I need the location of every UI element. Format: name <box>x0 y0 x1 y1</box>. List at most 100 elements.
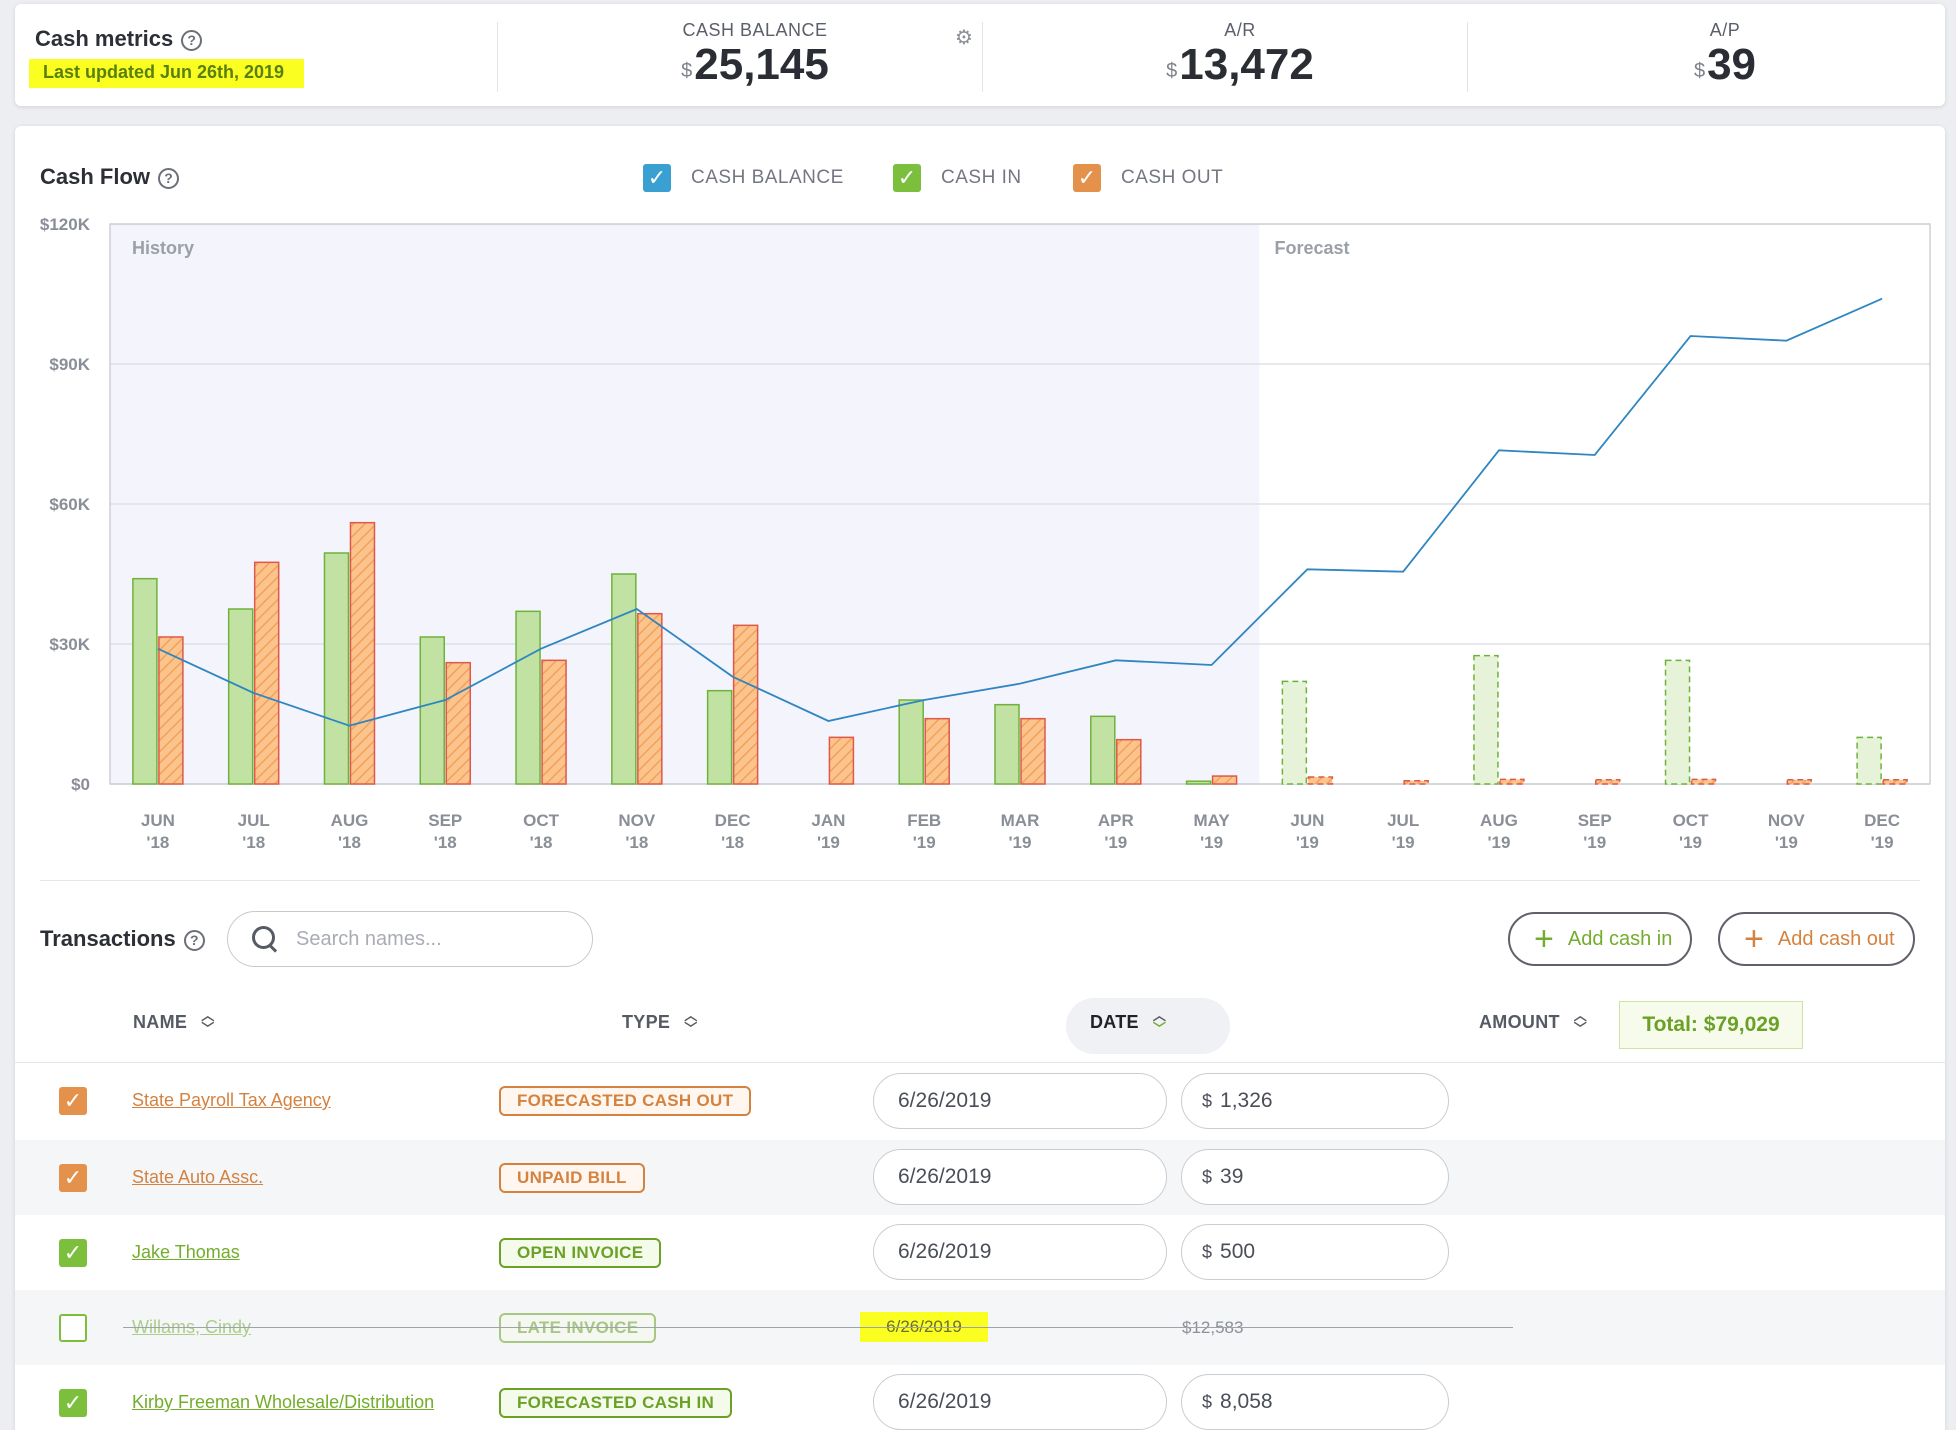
plus-icon: + <box>1744 920 1764 958</box>
metrics-title: Cash metrics <box>35 26 174 51</box>
plus-icon: + <box>1534 920 1554 958</box>
metric-value: $13,472 <box>1020 41 1460 89</box>
metric-label: A/P <box>1709 20 1741 40</box>
transactions-title: Transactions <box>40 926 176 951</box>
date-field[interactable]: 6/26/2019 <box>873 1374 1167 1430</box>
x-tick-month: JUL <box>238 811 270 830</box>
x-tick-year: '19 <box>1392 833 1415 852</box>
row-checkbox-checked-icon[interactable]: ✓ <box>59 1239 87 1267</box>
row-checkbox-unchecked-icon[interactable] <box>59 1314 87 1342</box>
type-badge: LATE INVOICE <box>499 1313 657 1343</box>
cash-out-bar <box>1307 776 1334 785</box>
cash-out-bar <box>1020 717 1046 785</box>
search-box[interactable] <box>227 911 593 967</box>
x-tick-year: '19 <box>913 833 936 852</box>
y-tick-label: $60K <box>49 495 90 514</box>
x-tick-year: '19 <box>1487 833 1510 852</box>
cash-in-bar <box>227 608 254 785</box>
row-checkbox-checked-icon[interactable]: ✓ <box>59 1087 87 1115</box>
legend-cash-out[interactable]: ✓ CASH OUT <box>1073 164 1223 192</box>
x-tick-year: '18 <box>146 833 169 852</box>
cash-flow-chart: $0 $30K $60K $90K $120K History Forecast JUN '18… <box>40 215 1931 852</box>
row-checkbox-checked-icon[interactable]: ✓ <box>59 1389 87 1417</box>
sort-icon[interactable]: ︿ ﹀ <box>201 1008 215 1036</box>
amount-field[interactable]: $8,058 <box>1181 1374 1449 1430</box>
cash-balance-line <box>157 297 1883 727</box>
total-badge: Total: $79,029 <box>1619 1001 1803 1049</box>
section-divider <box>40 880 1920 881</box>
table-header-divider <box>15 1062 1945 1063</box>
strikethrough-line <box>123 1327 1513 1328</box>
legend-cash-in[interactable]: ✓ CASH IN <box>893 164 1022 192</box>
amount-field[interactable]: $1,326 <box>1181 1073 1449 1129</box>
x-tick-month: DEC <box>1864 811 1900 830</box>
metric-ar: A/R $13,472 <box>1020 20 1460 89</box>
currency-symbol: $ <box>1693 60 1706 82</box>
cash-out-bar <box>158 636 184 785</box>
amount-field[interactable]: $500 <box>1181 1224 1449 1280</box>
x-tick-month: APR <box>1098 811 1134 830</box>
checkbox-checked-icon[interactable]: ✓ <box>1073 164 1101 192</box>
currency-symbol: $ <box>1166 60 1178 82</box>
x-tick-month: AUG <box>331 811 369 830</box>
row-checkbox-checked-icon[interactable]: ✓ <box>59 1164 87 1192</box>
table-row[interactable]: ✓ State Payroll Tax Agency FORECASTED CA… <box>15 1070 1945 1131</box>
legend-label: CASH BALANCE <box>691 167 844 188</box>
transaction-name-link[interactable]: Jake Thomas <box>132 1242 240 1262</box>
cash-in-bar <box>1281 680 1308 785</box>
date-field[interactable]: 6/26/2019 <box>873 1149 1167 1205</box>
checkbox-checked-icon[interactable]: ✓ <box>893 164 921 192</box>
legend-cash-balance[interactable]: ✓ CASH BALANCE <box>643 164 844 192</box>
column-header-date[interactable]: DATE ︿ ﹀ <box>1090 1009 1166 1035</box>
help-icon[interactable]: ? <box>183 929 205 951</box>
cash-in-bar <box>1856 736 1882 785</box>
help-icon[interactable]: ? <box>181 29 203 51</box>
column-header-type[interactable]: TYPE ︿ ﹀ <box>622 1009 698 1035</box>
metric-label: CASH BALANCE <box>682 20 828 40</box>
sort-icon[interactable]: ︿ ﹀ <box>684 1008 698 1036</box>
column-type-label: TYPE <box>622 1011 671 1032</box>
x-tick-year: '18 <box>625 833 648 852</box>
x-tick-month: NOV <box>618 811 656 830</box>
x-tick-year: '19 <box>1679 833 1702 852</box>
add-cash-out-button[interactable]: + Add cash out <box>1718 912 1915 966</box>
forecast-label: Forecast <box>1274 238 1349 258</box>
metrics-title-block: Cash metrics? Last updated Jun 26th, 201… <box>29 26 305 88</box>
x-tick-year: '19 <box>1775 833 1798 852</box>
column-header-name[interactable]: NAME ︿ ﹀ <box>133 1009 215 1035</box>
currency-symbol: $ <box>1202 1167 1213 1187</box>
gear-icon[interactable]: ⚙ <box>955 27 973 49</box>
cash-out-bar <box>253 561 280 785</box>
add-cash-in-button[interactable]: + Add cash in <box>1508 912 1693 966</box>
search-input[interactable] <box>296 927 576 951</box>
transaction-name-link[interactable]: State Payroll Tax Agency <box>132 1090 331 1110</box>
y-tick-label: $30K <box>49 635 90 654</box>
table-row-excluded[interactable]: Willams, Cindy LATE INVOICE 6/26/2019 $1… <box>15 1290 1945 1365</box>
table-row[interactable]: ✓ State Auto Assc. UNPAID BILL 6/26/2019… <box>15 1140 1945 1215</box>
x-tick-month: MAR <box>1001 811 1040 830</box>
cash-out-bar <box>541 659 567 785</box>
transaction-name-link[interactable]: State Auto Assc. <box>132 1167 264 1187</box>
currency-symbol: $ <box>1202 1091 1213 1111</box>
sort-icon[interactable]: ︿ ﹀ <box>1573 1008 1588 1036</box>
transaction-name-link[interactable]: Kirby Freeman Wholesale/Distribution <box>132 1392 435 1412</box>
date-field[interactable]: 6/26/2019 <box>873 1224 1167 1280</box>
help-icon[interactable]: ? <box>158 167 180 189</box>
metric-value: $25,145 <box>535 41 975 89</box>
column-header-amount[interactable]: AMOUNT ︿ ﹀ <box>1479 1009 1587 1035</box>
add-cash-in-label: Add cash in <box>1567 927 1673 950</box>
date-field[interactable]: 6/26/2019 <box>873 1073 1167 1129</box>
table-row[interactable]: ✓ Kirby Freeman Wholesale/Distribution F… <box>15 1365 1945 1430</box>
table-row[interactable]: ✓ Jake Thomas OPEN INVOICE 6/26/2019 $50… <box>15 1215 1945 1290</box>
sort-desc-icon[interactable]: ︿ ﹀ <box>1152 1008 1167 1036</box>
metric-divider <box>1467 22 1468 92</box>
checkbox-checked-icon[interactable]: ✓ <box>643 164 671 192</box>
x-tick-month: JUN <box>141 811 175 830</box>
legend-label: CASH IN <box>941 167 1022 188</box>
x-tick-year: '19 <box>817 833 840 852</box>
cash-out-bar <box>1499 778 1525 785</box>
amount-field[interactable]: $39 <box>1181 1149 1449 1205</box>
x-tick-month: OCT <box>523 811 560 830</box>
cash-in-bar <box>1185 780 1212 785</box>
x-tick-year: '18 <box>434 833 457 852</box>
